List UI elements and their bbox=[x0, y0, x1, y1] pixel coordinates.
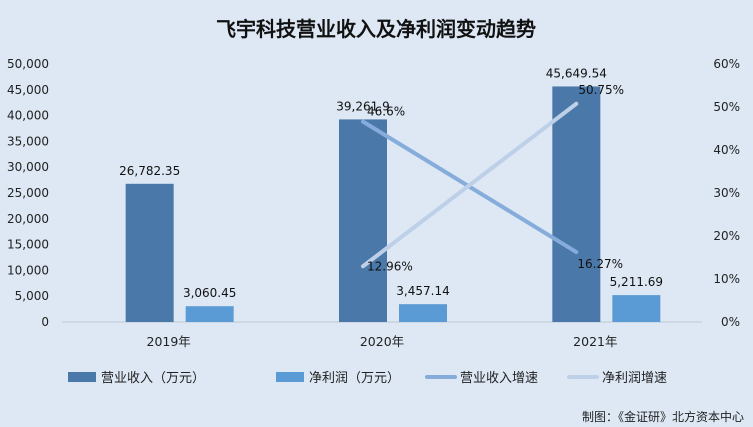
profit-growth-label: 50.75% bbox=[578, 83, 624, 97]
legend-label: 营业收入增速 bbox=[460, 371, 538, 386]
chart-title: 飞宇科技营业收入及净利润变动趋势 bbox=[216, 17, 536, 41]
left-tick-label: 30,000 bbox=[7, 160, 49, 174]
category-label: 2021年 bbox=[573, 334, 617, 349]
bar-series-group bbox=[125, 86, 661, 323]
net-profit-bar bbox=[612, 295, 661, 322]
right-tick-label: 20% bbox=[713, 229, 740, 243]
left-tick-label: 15,000 bbox=[7, 238, 49, 252]
right-axis-ticks: 0% 10% 20% 30% 40% 50% 60% bbox=[713, 57, 740, 329]
right-tick-label: 30% bbox=[713, 186, 740, 200]
revenue-bar bbox=[339, 119, 387, 322]
right-tick-label: 60% bbox=[713, 57, 740, 71]
left-axis-ticks: 0 5,000 10,000 15,000 20,000 25,000 30,000 35,0… bbox=[7, 57, 49, 329]
left-tick-label: 5,000 bbox=[15, 289, 49, 303]
net-profit-bar bbox=[185, 306, 234, 322]
left-tick-label: 50,000 bbox=[7, 57, 49, 71]
net-profit-bar bbox=[399, 304, 447, 322]
legend-net-profit-swatch bbox=[276, 372, 304, 382]
revenue-growth-label: 46.6% bbox=[367, 105, 405, 119]
revenue-bar-label: 26,782.35 bbox=[119, 164, 180, 178]
left-tick-label: 40,000 bbox=[7, 109, 49, 123]
category-label: 2019年 bbox=[147, 334, 191, 349]
revenue-growth-label: 16.27% bbox=[577, 257, 623, 271]
right-tick-label: 10% bbox=[713, 272, 740, 286]
revenue-bar bbox=[125, 183, 174, 322]
net-profit-bar-label: 5,211.69 bbox=[610, 275, 663, 289]
data-labels-group: 26,782.35 39,261.9 45,649.54 3,060.45 3,457.… bbox=[119, 66, 663, 300]
legend: 营业收入（万元） 净利润（万元） 营业收入增速 净利润增速 bbox=[68, 371, 667, 386]
profit-growth-line bbox=[361, 101, 579, 269]
left-tick-label: 35,000 bbox=[7, 134, 49, 148]
right-tick-label: 50% bbox=[713, 100, 740, 114]
legend-revenue-swatch bbox=[68, 372, 96, 382]
right-tick-label: 40% bbox=[713, 143, 740, 157]
legend-label: 净利润增速 bbox=[602, 371, 667, 386]
legend-label: 营业收入（万元） bbox=[101, 371, 205, 386]
net-profit-bar-label: 3,060.45 bbox=[183, 286, 236, 300]
category-label: 2020年 bbox=[360, 334, 404, 349]
source-credit: 制图：《金证研》北方资本中心 bbox=[582, 409, 744, 424]
profit-growth-label: 12.96% bbox=[367, 259, 413, 273]
left-tick-label: 0 bbox=[41, 315, 49, 329]
revenue-bar bbox=[552, 86, 601, 323]
left-tick-label: 10,000 bbox=[7, 263, 49, 277]
line-series-group bbox=[361, 101, 579, 269]
legend-label: 净利润（万元） bbox=[309, 371, 400, 386]
left-tick-label: 25,000 bbox=[7, 186, 49, 200]
net-profit-bar-label: 3,457.14 bbox=[396, 284, 449, 298]
revenue-bar-label: 45,649.54 bbox=[546, 66, 607, 80]
left-tick-label: 20,000 bbox=[7, 212, 49, 226]
category-labels: 2019年 2020年 2021年 bbox=[147, 334, 618, 349]
revenue-bar-label: 39,261.9 bbox=[336, 99, 389, 113]
right-tick-label: 0% bbox=[721, 315, 740, 329]
left-tick-label: 45,000 bbox=[7, 83, 49, 97]
